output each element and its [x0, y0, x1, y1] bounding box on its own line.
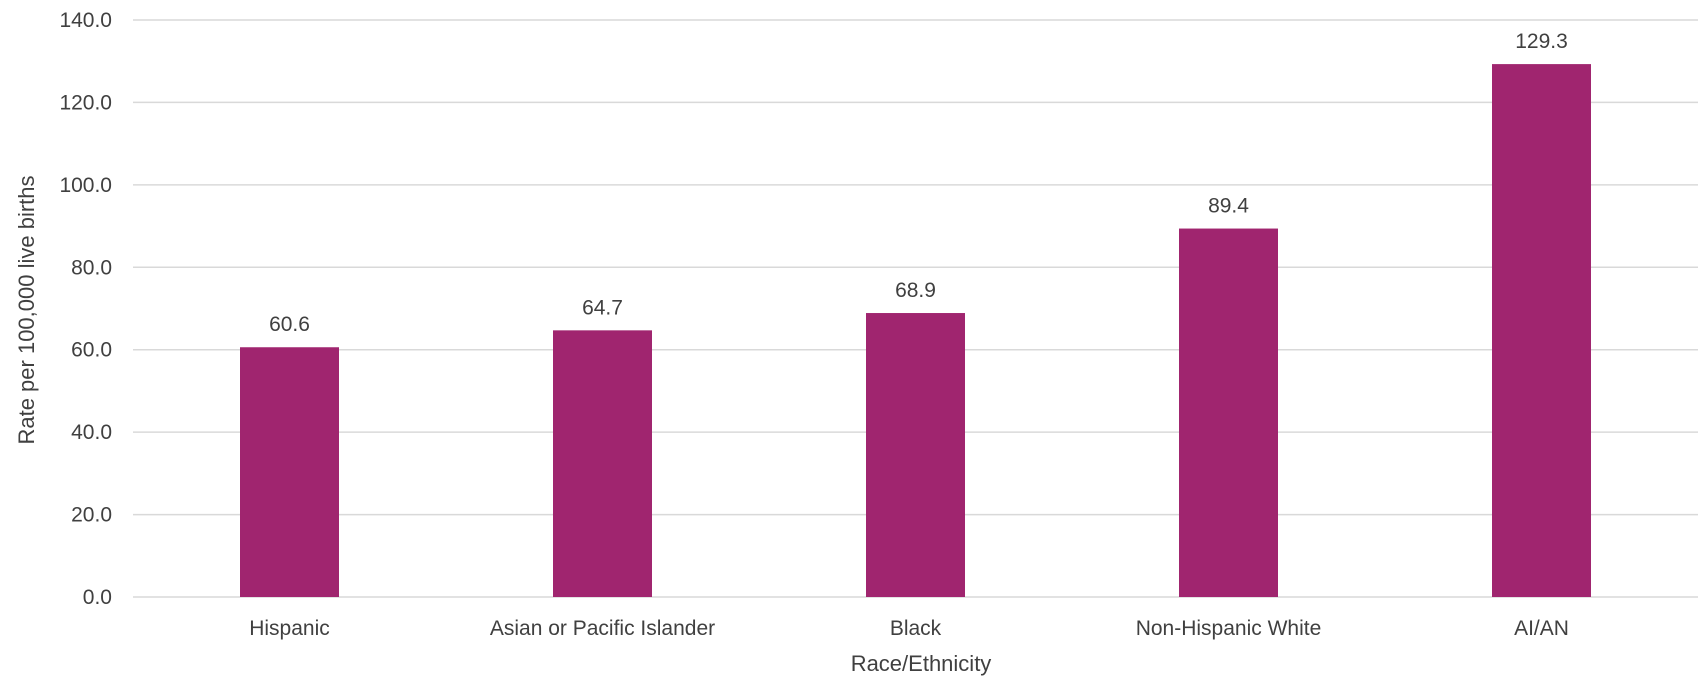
x-tick-label: Hispanic [249, 617, 330, 640]
data-label: 60.6 [269, 313, 310, 336]
y-tick-label: 20.0 [71, 504, 112, 527]
y-tick-label: 40.0 [71, 421, 112, 444]
bar [240, 347, 339, 597]
y-tick-label: 60.0 [71, 339, 112, 362]
bar [1179, 228, 1278, 597]
y-tick-label: 80.0 [71, 256, 112, 279]
data-label: 89.4 [1208, 195, 1249, 218]
data-label: 64.7 [582, 296, 623, 319]
x-tick-label: AI/AN [1514, 617, 1569, 640]
x-tick-label: Black [890, 617, 942, 640]
bar [1492, 64, 1591, 597]
bar [553, 330, 652, 597]
data-label: 68.9 [895, 279, 936, 302]
y-tick-label: 0.0 [83, 586, 112, 609]
y-axis-ticks: 0.0 20.0 40.0 60.0 80.0 100.0 120.0 140.0 [59, 9, 112, 609]
x-axis-ticks: Hispanic Asian or Pacific Islander Black No… [249, 617, 1569, 640]
x-tick-label: Non-Hispanic White [1136, 617, 1322, 640]
y-axis-title: Rate per 100,000 live births [14, 175, 39, 444]
x-tick-label: Asian or Pacific Islander [490, 617, 715, 640]
y-tick-label: 140.0 [59, 9, 112, 32]
y-tick-label: 100.0 [59, 174, 112, 197]
data-labels: 60.6 64.7 68.9 89.4 129.3 [269, 30, 1568, 336]
data-label: 129.3 [1515, 30, 1568, 53]
bar [866, 313, 965, 597]
bars [240, 64, 1591, 597]
x-axis-title: Race/Ethnicity [851, 651, 992, 676]
y-tick-label: 120.0 [59, 91, 112, 114]
